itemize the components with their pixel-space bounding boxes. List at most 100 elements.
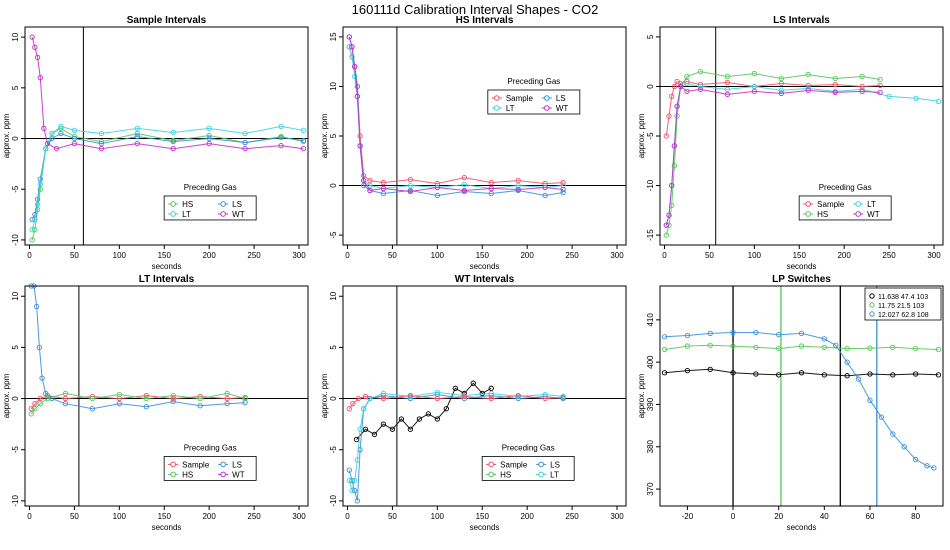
data-point-HS <box>661 346 668 353</box>
data-point-WT <box>724 91 731 98</box>
data-point-LT <box>361 406 367 412</box>
data-point-HS <box>798 343 805 349</box>
plot-frame <box>24 26 309 246</box>
series-line-LT <box>348 46 564 190</box>
data-point-black <box>371 431 378 438</box>
x-tick-label: 0 <box>345 512 350 521</box>
data-point-Sample <box>488 179 494 186</box>
legend-swatch <box>494 105 500 111</box>
series-line-WT <box>348 36 564 193</box>
y-tick-label: -10 <box>646 179 655 191</box>
data-point-LT <box>354 457 361 463</box>
data-point-WT <box>877 89 883 96</box>
data-point-HS <box>859 73 865 80</box>
data-point-WT <box>663 222 669 228</box>
x-tick-label: 50 <box>705 251 714 260</box>
series-line-WT <box>31 36 304 150</box>
x-tick-label: 100 <box>113 251 127 260</box>
data-point-Sample <box>355 395 361 402</box>
data-point-HS <box>44 395 51 402</box>
data-point-WT <box>515 186 521 193</box>
x-tick-label: 150 <box>793 251 807 260</box>
data-point-HS <box>805 71 811 78</box>
y-tick-label: -5 <box>11 446 20 454</box>
data-point-LT <box>684 80 690 87</box>
data-point-WT <box>278 142 284 149</box>
y-tick-label: 0 <box>646 84 655 89</box>
y-tick-label: 5 <box>11 345 20 350</box>
data-point-LS <box>62 401 69 407</box>
data-point-WT <box>349 44 355 50</box>
data-point-HS <box>32 406 38 412</box>
data-point-LT <box>886 93 892 100</box>
data-point-LS <box>380 190 387 197</box>
data-point-WT <box>367 187 373 194</box>
legend-title: Preceding Gas <box>184 183 237 192</box>
legend-label: LT <box>550 470 559 479</box>
legend-label: HS <box>500 470 511 479</box>
x-tick-label: 40 <box>820 512 829 521</box>
data-point-LS <box>924 463 930 469</box>
legend-label: LS <box>232 200 242 209</box>
data-point-WT <box>666 212 672 218</box>
data-point-WT <box>805 87 811 94</box>
legend-swatch <box>220 201 226 207</box>
data-point-LS <box>170 138 176 145</box>
chart-panel-6: LP Switches -20 0 20 40 60 80 seconds 370 380 390 4… <box>637 274 944 532</box>
data-point-black <box>661 370 668 376</box>
data-point-HS <box>751 70 757 77</box>
x-tick-label: 150 <box>476 512 490 521</box>
data-point-HS <box>844 345 850 352</box>
data-point-HS <box>242 395 248 402</box>
legend-box <box>798 195 892 221</box>
legend-swatch <box>869 302 875 308</box>
data-point-LT <box>346 477 352 484</box>
data-point-WT <box>674 103 680 109</box>
data-point-Sample <box>28 406 34 412</box>
figure-title: 160111d Calibration Interval Shapes - CO… <box>352 2 599 17</box>
data-point-LT <box>206 125 212 132</box>
data-point-LS <box>134 133 140 140</box>
data-point-WT <box>134 140 140 147</box>
legend-label: WT <box>232 470 245 479</box>
data-point-LT <box>43 146 49 152</box>
data-point-black <box>452 385 458 391</box>
data-point-HS <box>62 390 69 397</box>
y-tick-label: 410 <box>646 313 655 327</box>
data-point-Sample <box>515 177 521 184</box>
data-point-WT <box>669 182 675 189</box>
data-point-LT <box>697 83 704 90</box>
data-point-WT <box>170 146 176 152</box>
data-point-black <box>443 406 449 412</box>
legend-swatch <box>805 201 811 207</box>
data-point-LT <box>407 182 414 189</box>
data-point-LS <box>34 303 40 310</box>
y-axis-label: approx. ppm <box>2 373 11 418</box>
data-point-Sample <box>380 395 387 402</box>
legend-label: 12.027 62.8 108 <box>878 312 929 319</box>
x-axis-label: seconds <box>787 262 817 271</box>
data-point-WT <box>859 88 865 95</box>
x-tick-label: 50 <box>70 512 79 521</box>
legend-swatch <box>855 201 861 207</box>
data-point-black <box>353 436 360 443</box>
data-point-Sample <box>663 133 669 139</box>
legend-swatch <box>170 471 176 478</box>
data-point-HS <box>778 75 784 82</box>
data-point-WT <box>354 93 361 100</box>
legend-swatch <box>538 461 544 468</box>
legend-swatch <box>538 471 544 478</box>
x-tick-label: 300 <box>610 251 624 260</box>
data-point-black <box>684 367 691 374</box>
data-point-LS <box>821 336 827 342</box>
y-tick-label: 5 <box>329 133 338 138</box>
legend-swatch <box>488 471 494 478</box>
data-point-Sample <box>666 113 672 119</box>
legend-label: LT <box>182 210 191 219</box>
x-axis-label: seconds <box>470 523 500 532</box>
data-point-LS <box>43 390 49 397</box>
data-point-black <box>912 371 919 377</box>
data-point-WT <box>361 177 367 184</box>
data-point-HS <box>730 343 736 349</box>
data-point-LS <box>488 190 494 197</box>
